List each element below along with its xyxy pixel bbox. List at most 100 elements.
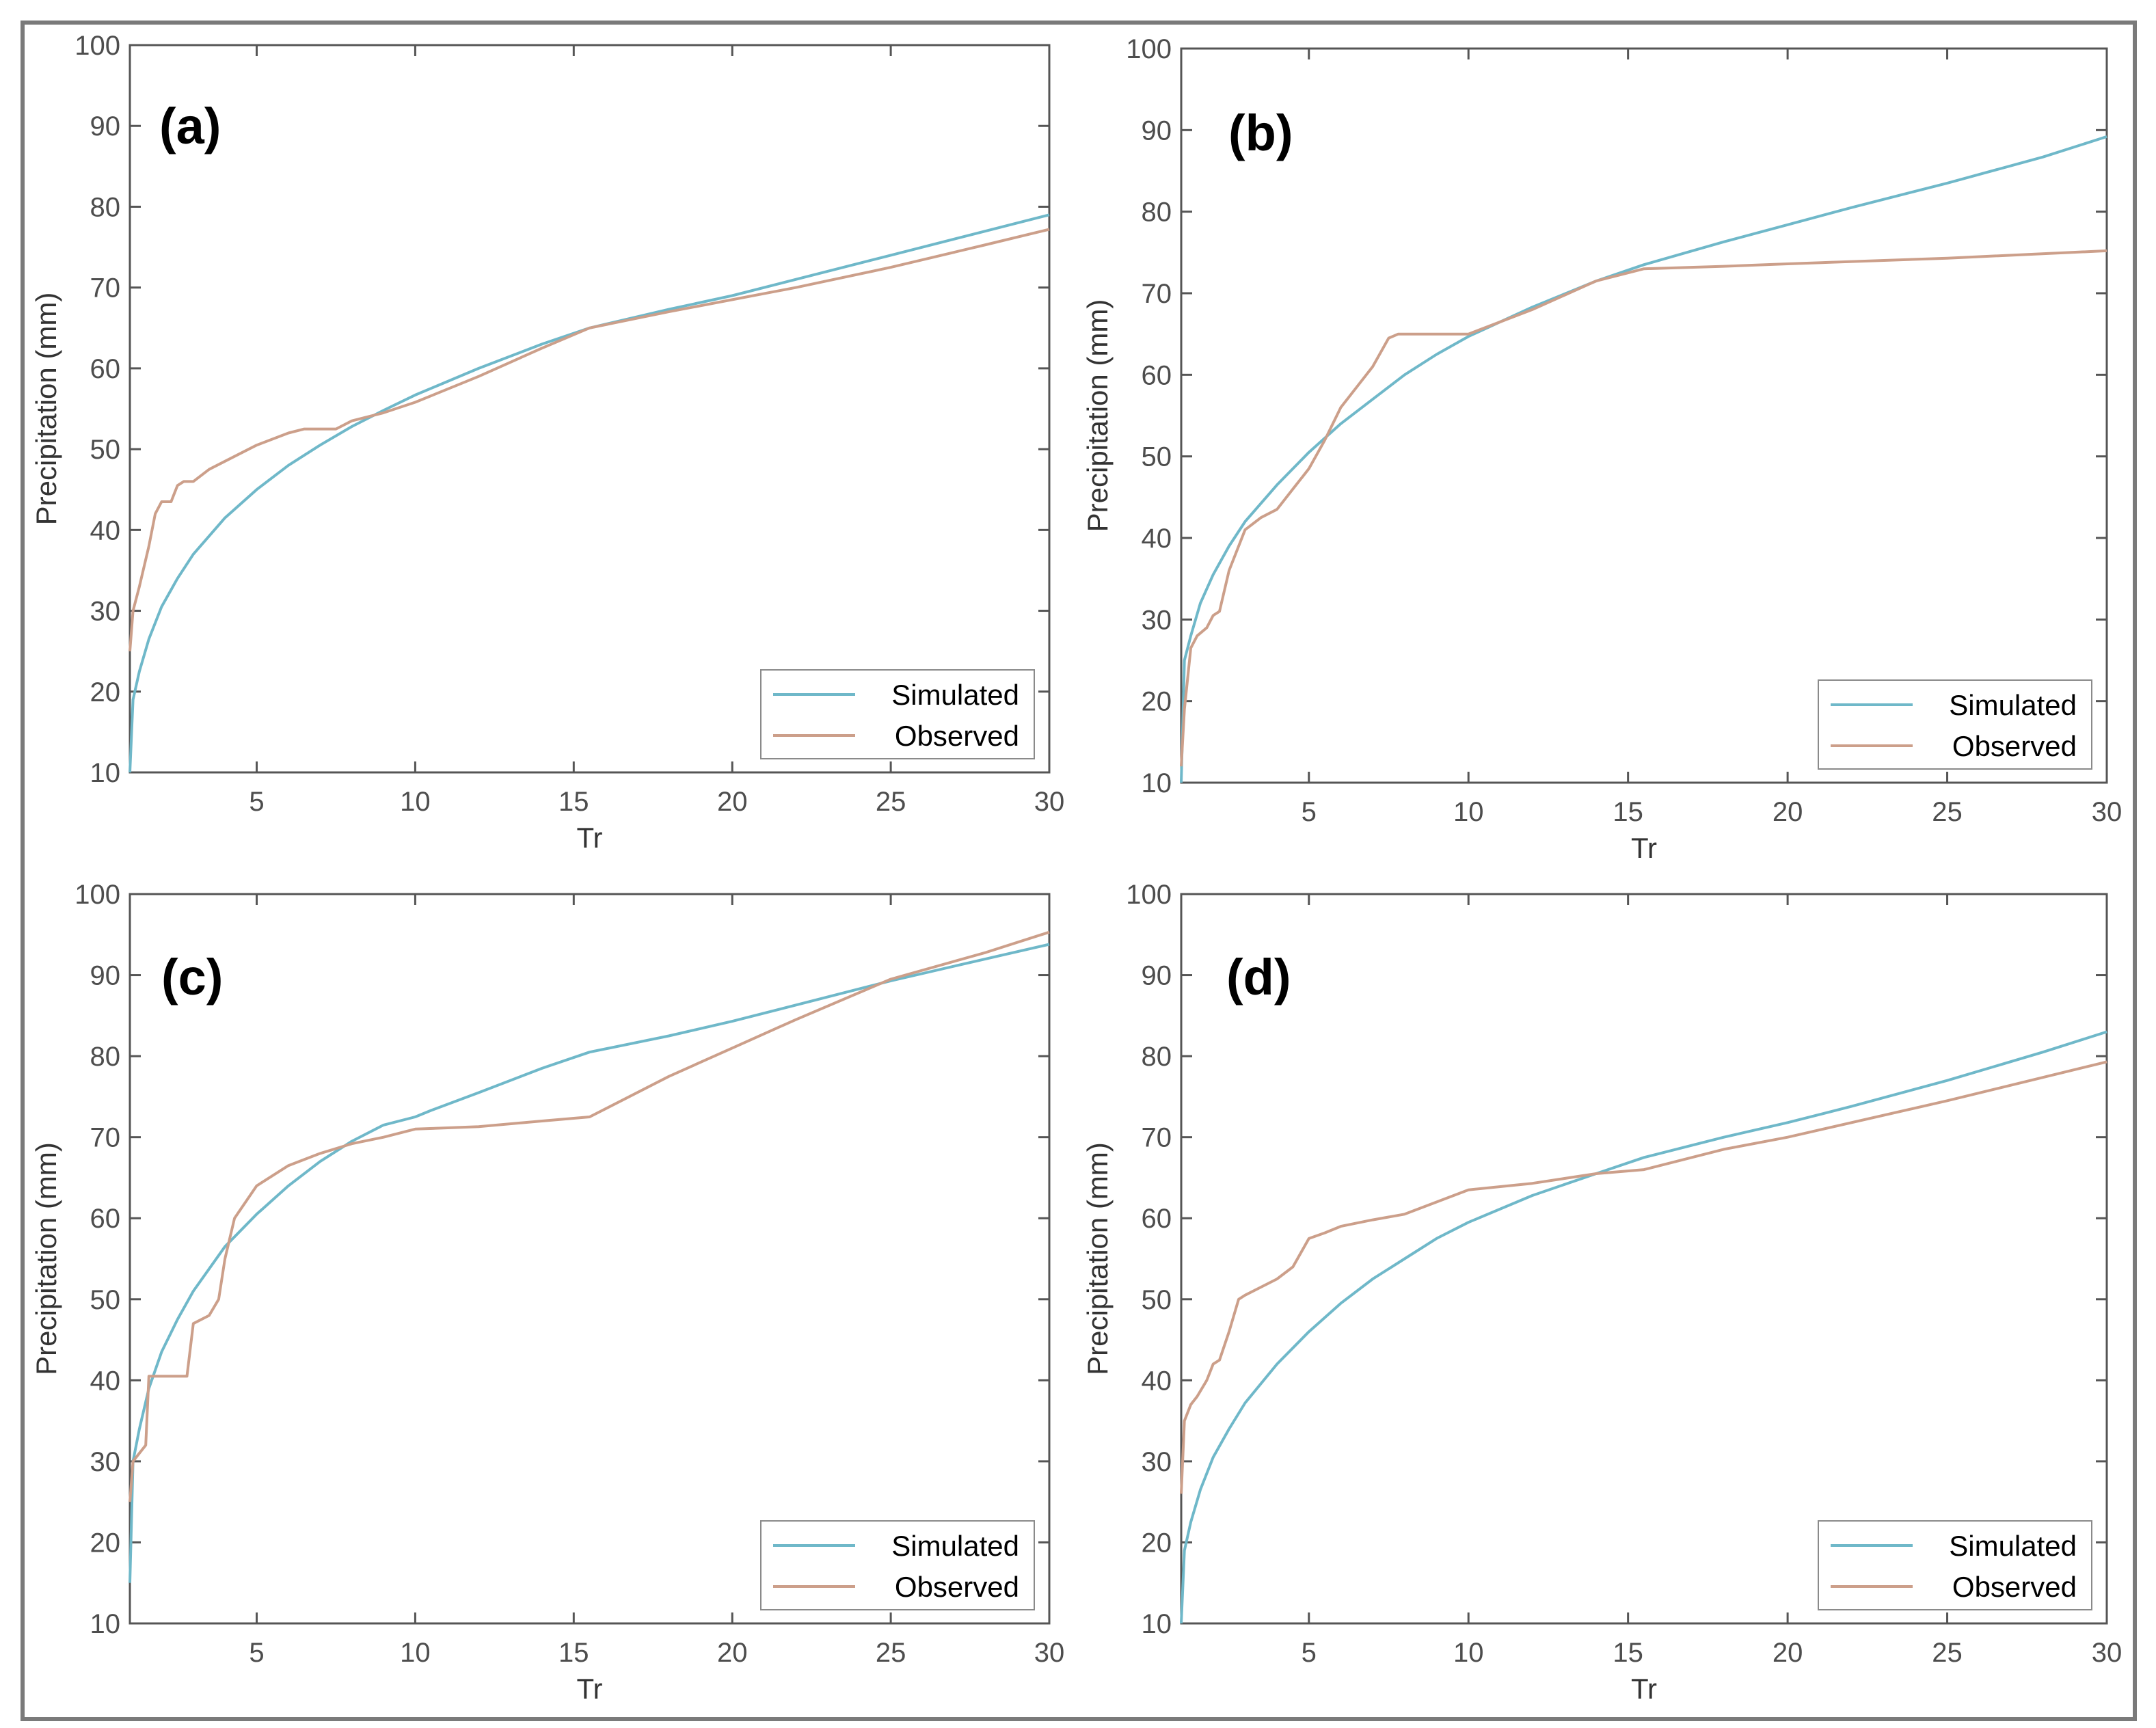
y-tick-label: 40 xyxy=(90,515,121,545)
x-tick-label: 10 xyxy=(400,787,431,817)
y-tick-label: 100 xyxy=(75,880,120,910)
series-line-observed xyxy=(1180,1060,2107,1494)
legend-entry-simulated: Simulated xyxy=(891,679,1019,711)
x-tick-label: 10 xyxy=(400,1638,431,1668)
y-tick-label: 80 xyxy=(90,1042,121,1072)
legend: Simulated Observed xyxy=(760,1520,1035,1610)
y-tick-label: 70 xyxy=(90,273,121,303)
y-tick-label: 90 xyxy=(1142,961,1172,991)
x-tick-label: 25 xyxy=(876,1638,906,1668)
panel-label: (a) xyxy=(159,98,221,154)
x-axis-label: Tr xyxy=(576,822,602,854)
y-tick-label: 90 xyxy=(1142,116,1172,146)
legend-box xyxy=(760,669,1035,759)
y-tick-label: 10 xyxy=(1142,1609,1172,1639)
y-tick-label: 90 xyxy=(90,111,121,141)
plot-area xyxy=(129,44,1051,774)
x-tick-label: 20 xyxy=(1773,797,1803,827)
panel-label: (c) xyxy=(161,949,223,1005)
chart-panel-a: 10 20 30 40 50 60 70 80 90 100 5 10 15 20 25 30 Tr Precip… xyxy=(30,31,1064,854)
plot-area xyxy=(1180,893,2108,1625)
x-tick-label: 5 xyxy=(1302,1638,1317,1668)
y-tick-label: 100 xyxy=(1126,34,1172,64)
x-tick-label: 30 xyxy=(2092,797,2123,827)
chart-panel-b: 10 20 30 40 50 60 70 80 90 100 5 10 15 20 25 30 Tr Precip… xyxy=(1081,34,2122,864)
legend-box xyxy=(760,1520,1035,1610)
legend-entry-simulated: Simulated xyxy=(891,1530,1019,1562)
x-tick-label: 10 xyxy=(1453,797,1484,827)
x-tick-label: 5 xyxy=(249,1638,264,1668)
y-tick-label: 70 xyxy=(1142,279,1172,309)
y-tick-label: 40 xyxy=(1142,1366,1172,1396)
y-tick-label: 50 xyxy=(90,1285,121,1315)
y-tick-label: 70 xyxy=(90,1123,121,1153)
series-line-simulated xyxy=(129,213,1050,773)
y-tick-label: 20 xyxy=(90,677,121,707)
legend: Simulated Observed xyxy=(760,669,1035,759)
y-tick-label: 60 xyxy=(90,1204,121,1234)
legend-entry-simulated: Simulated xyxy=(1949,1530,2077,1562)
legend-entry-observed: Observed xyxy=(895,1571,1019,1603)
x-axis-label: Tr xyxy=(576,1673,602,1705)
x-tick-label: 5 xyxy=(1302,797,1317,827)
y-tick-label: 80 xyxy=(90,192,121,222)
x-tick-label: 15 xyxy=(1613,797,1643,827)
y-tick-label: 50 xyxy=(1142,1285,1172,1315)
series-line-simulated xyxy=(1180,135,2107,783)
x-tick-label: 25 xyxy=(1932,1638,1963,1668)
legend-entry-simulated: Simulated xyxy=(1949,689,2077,721)
y-tick-label: 30 xyxy=(90,597,121,627)
y-tick-label: 40 xyxy=(90,1366,121,1396)
x-tick-label: 15 xyxy=(558,1638,589,1668)
y-tick-label: 70 xyxy=(1142,1123,1172,1153)
series-line-simulated xyxy=(1180,1030,2107,1624)
chart-panel-d: 10 20 30 40 50 60 70 80 90 100 5 10 15 20 25 30 Tr Precip… xyxy=(1081,880,2122,1705)
x-tick-label: 30 xyxy=(2092,1638,2123,1668)
y-tick-label: 80 xyxy=(1142,198,1172,228)
legend-entry-observed: Observed xyxy=(895,720,1019,752)
x-tick-label: 20 xyxy=(1773,1638,1803,1668)
y-tick-label: 50 xyxy=(90,435,121,465)
legend: Simulated Observed xyxy=(1818,679,2092,770)
y-tick-label: 20 xyxy=(90,1528,121,1558)
legend: Simulated Observed xyxy=(1818,1520,2092,1610)
plot-area xyxy=(129,893,1051,1625)
y-axis-label: Precipitation (mm) xyxy=(30,1142,62,1375)
y-tick-label: 60 xyxy=(90,354,121,384)
series-line-observed xyxy=(1180,249,2107,767)
y-tick-label: 60 xyxy=(1142,1204,1172,1234)
x-tick-label: 25 xyxy=(876,787,906,817)
panel-label: (b) xyxy=(1228,105,1293,161)
y-tick-label: 40 xyxy=(1142,524,1172,554)
x-tick-label: 5 xyxy=(249,787,264,817)
y-tick-label: 10 xyxy=(1142,768,1172,798)
legend-box xyxy=(1818,679,2092,770)
chart-panel-c: 10 20 30 40 50 60 70 80 90 100 5 10 15 20 25 30 Tr Precip… xyxy=(30,880,1064,1705)
series-line-observed xyxy=(129,930,1050,1502)
x-tick-label: 30 xyxy=(1034,1638,1065,1668)
y-tick-label: 30 xyxy=(90,1447,121,1477)
y-tick-label: 100 xyxy=(1126,880,1172,910)
legend-entry-observed: Observed xyxy=(1952,730,2077,762)
y-axis-label: Precipitation (mm) xyxy=(1081,1142,1114,1375)
x-tick-label: 25 xyxy=(1932,797,1963,827)
legend-box xyxy=(1818,1520,2092,1610)
series-line-simulated xyxy=(129,943,1050,1583)
y-tick-label: 60 xyxy=(1142,360,1172,390)
y-tick-label: 20 xyxy=(1142,1528,1172,1558)
panel-label: (d) xyxy=(1226,949,1291,1005)
x-tick-label: 15 xyxy=(558,787,589,817)
x-tick-label: 20 xyxy=(717,787,748,817)
x-tick-label: 30 xyxy=(1034,787,1065,817)
y-axis-label: Precipitation (mm) xyxy=(1081,299,1114,532)
x-tick-label: 10 xyxy=(1453,1638,1484,1668)
x-axis-label: Tr xyxy=(1631,1673,1657,1705)
y-tick-label: 30 xyxy=(1142,1447,1172,1477)
y-tick-label: 90 xyxy=(90,961,121,991)
y-tick-label: 100 xyxy=(75,31,120,61)
y-tick-label: 20 xyxy=(1142,687,1172,717)
x-tick-label: 15 xyxy=(1613,1638,1643,1668)
x-axis-label: Tr xyxy=(1631,832,1657,864)
y-tick-label: 30 xyxy=(1142,605,1172,635)
y-tick-label: 10 xyxy=(90,1609,121,1639)
